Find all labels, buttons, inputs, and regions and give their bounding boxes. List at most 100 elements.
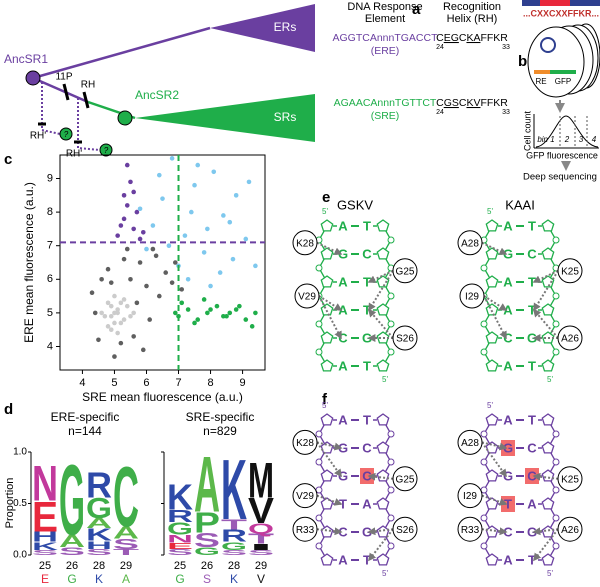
point (246, 179, 252, 185)
panel-label: c (4, 151, 12, 168)
clade-label: SRs (274, 110, 297, 124)
point (128, 179, 133, 185)
phosphate (552, 236, 560, 244)
point (115, 330, 120, 336)
sugar (376, 525, 390, 538)
base: C (527, 440, 537, 455)
phosphate (315, 320, 323, 328)
residue-label: S26 (396, 334, 414, 345)
residue-label: A26 (561, 334, 579, 345)
residue (392, 466, 418, 492)
point (243, 236, 249, 242)
phosphate (387, 514, 395, 522)
sugar (541, 359, 555, 372)
panel-label: e (322, 189, 330, 206)
residue-label: A28 (461, 238, 479, 249)
base: G (503, 246, 513, 261)
base: G (362, 330, 372, 345)
base: T (528, 218, 536, 233)
panel-label: a (412, 1, 421, 18)
strand-end: 5' (487, 401, 493, 410)
residue (392, 325, 418, 351)
point (131, 334, 136, 339)
point (144, 283, 149, 289)
sugar (320, 441, 334, 454)
phosphate (387, 292, 395, 300)
base: G (338, 246, 348, 261)
phosphate (552, 430, 560, 438)
bin-label: bin 1 (537, 135, 554, 144)
point (121, 297, 127, 302)
point (96, 337, 101, 343)
helix-part: KA (466, 32, 480, 44)
residue-label: A26 (561, 525, 579, 536)
column-header: Helix (RH) (447, 13, 498, 25)
base: G (338, 440, 348, 455)
base: T (528, 274, 536, 289)
residue-number: 33 (502, 44, 510, 51)
consensus-label: V (257, 572, 265, 586)
sugar (541, 497, 555, 510)
point (137, 206, 143, 212)
logo-title: SRE-specific (186, 410, 255, 424)
point (128, 313, 133, 319)
ladder-title: GSKV (337, 197, 373, 212)
sugar (541, 303, 555, 316)
logo-letter: R (167, 506, 194, 526)
sugar (320, 469, 334, 482)
ladder-title: KAAI (505, 197, 535, 212)
helix-part: EG (444, 32, 459, 44)
sugar (485, 247, 499, 260)
point (150, 223, 156, 228)
point (192, 182, 197, 188)
substitution-mark (62, 83, 70, 101)
node (59, 127, 73, 141)
residue-label: I29 (465, 292, 479, 303)
base: A (338, 302, 348, 317)
cell (527, 26, 585, 98)
helix-part: C (459, 32, 467, 44)
x-tick-label: 4 (79, 377, 85, 389)
position-label: 26 (201, 560, 213, 572)
x-tick-label: 7 (175, 377, 181, 389)
phosphate (480, 430, 488, 438)
base: T (363, 218, 371, 233)
y-tick-label: 8 (47, 206, 53, 218)
logo-letter: K (86, 525, 113, 545)
position-label: 28 (228, 560, 240, 572)
phosphate (315, 514, 323, 522)
sugar (320, 331, 334, 344)
residue (294, 283, 320, 309)
contact-arrow (533, 528, 559, 562)
point (182, 233, 188, 238)
residue-label: V29 (298, 292, 316, 303)
contact-arrow (368, 528, 394, 562)
logo-letter: S (59, 546, 86, 558)
point (214, 303, 220, 309)
phosphate (480, 320, 488, 328)
base: A (338, 274, 348, 289)
base: A (362, 496, 372, 511)
y-tick-label: 4 (47, 340, 53, 352)
sugar (541, 219, 555, 232)
reporter-label: RE (535, 77, 546, 86)
substitution-label: RH (81, 80, 95, 91)
point (121, 317, 127, 322)
point (205, 310, 210, 316)
motif: ...CXXCXXFFKR... (523, 8, 599, 18)
logo-letter: N (32, 455, 58, 511)
sugar (541, 247, 555, 260)
phosphate (387, 348, 395, 356)
point (150, 246, 156, 252)
residue-label: G25 (396, 474, 415, 485)
element-label: (ERE) (371, 45, 400, 57)
residue-number: 33 (502, 109, 510, 116)
point (108, 313, 114, 319)
point (102, 313, 108, 319)
residue-number: 24 (436, 44, 444, 51)
contact-arrow (316, 241, 343, 255)
point (124, 246, 130, 252)
helix-part: GS (444, 97, 459, 109)
sr-clade (135, 94, 315, 142)
